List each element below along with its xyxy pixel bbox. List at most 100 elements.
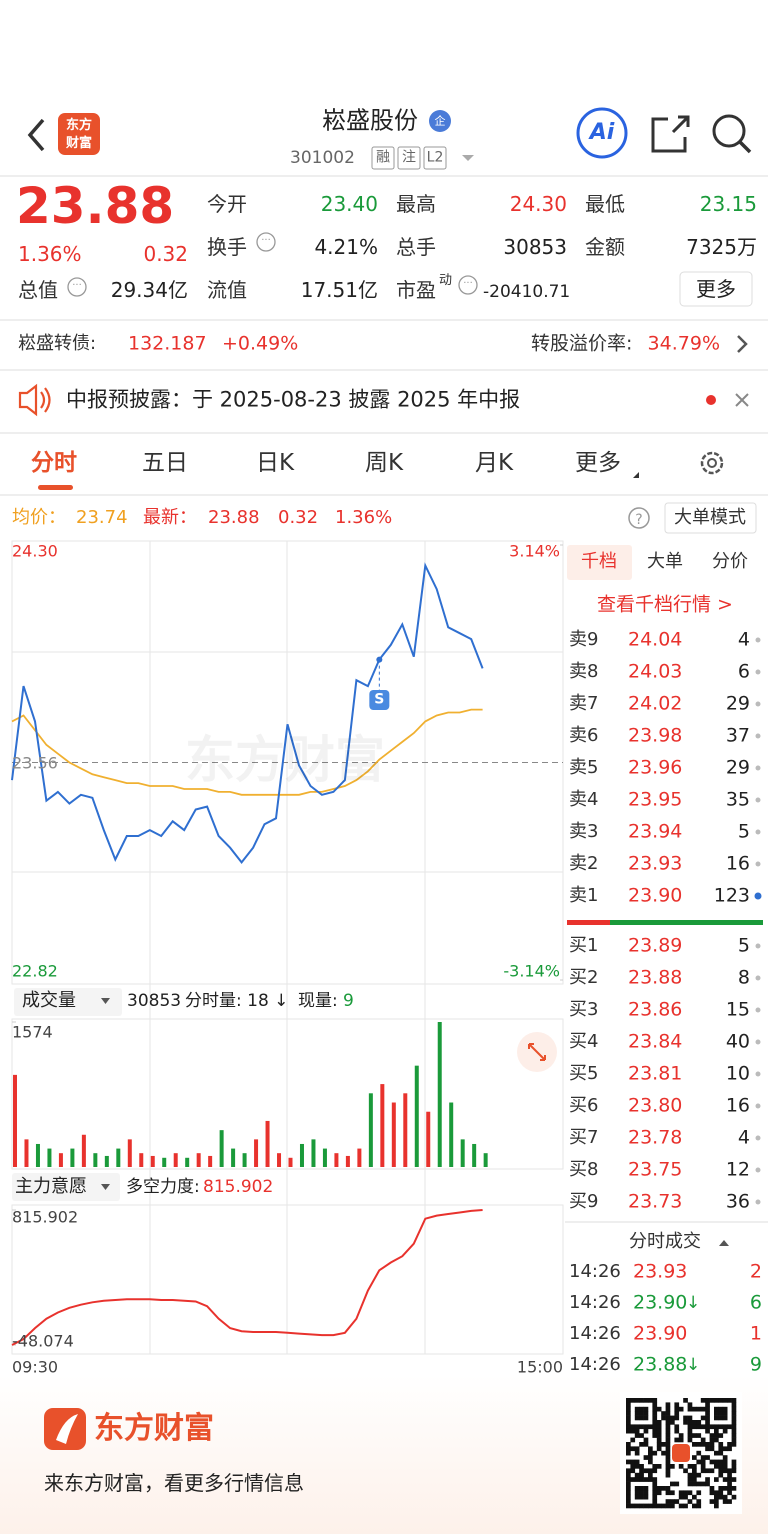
book-label: 买3: [569, 999, 599, 1021]
book-qty: 8: [737, 966, 750, 989]
book-dot: [755, 1071, 761, 1077]
volume-bar: [322, 1148, 327, 1167]
qr-module: [665, 1446, 671, 1452]
stock-tag: L2: [426, 149, 444, 166]
qr-module: [718, 1424, 724, 1430]
qr-module: [722, 1424, 728, 1430]
qr-module: [727, 1477, 732, 1482]
book-dot: [755, 733, 761, 739]
tab[interactable]: 日K: [255, 450, 295, 477]
qr-module: [705, 1415, 710, 1421]
book-tab[interactable]: 分价: [712, 551, 748, 573]
ai-label[interactable]: Ai: [589, 119, 615, 145]
tab[interactable]: 月K: [474, 450, 514, 477]
book-qty: 37: [725, 724, 750, 747]
field-label: 总值: [18, 278, 58, 302]
qr-module: [626, 1481, 631, 1487]
volume-selector[interactable]: [14, 988, 122, 1016]
trade-time: 14:26: [569, 1292, 621, 1314]
qr-module: [696, 1420, 702, 1425]
tab[interactable]: 更多: [575, 450, 621, 477]
book-price: 23.93: [628, 852, 683, 875]
more-button[interactable]: [679, 271, 753, 307]
qr-module: [665, 1464, 671, 1469]
field-label: 最低: [585, 192, 625, 216]
qr-module: [678, 1490, 684, 1496]
qr-module: [700, 1398, 706, 1403]
chevron[interactable]: [737, 335, 748, 353]
volume-bar: [127, 1139, 132, 1167]
mode-button-label[interactable]: 大单模式: [674, 507, 746, 529]
qr-module: [705, 1402, 710, 1408]
qr-module: [630, 1468, 636, 1474]
qr-module: [727, 1442, 732, 1447]
qr-module: [652, 1398, 658, 1403]
qr-module: [656, 1446, 662, 1452]
book-dot: [755, 943, 761, 949]
search-icon[interactable]: [712, 114, 746, 148]
book-price: 23.73: [628, 1190, 683, 1213]
share-icon[interactable]: [651, 115, 690, 153]
qr-module: [700, 1442, 706, 1447]
qr-module: [692, 1494, 697, 1500]
qr-module: [722, 1398, 728, 1403]
trade-price: 23.90: [633, 1291, 688, 1314]
pct-tick-label: -3.14%: [503, 961, 560, 981]
power-selector[interactable]: [12, 1173, 120, 1201]
power-name[interactable]: 主力意愿: [15, 1176, 87, 1198]
trade-time: 14:26: [569, 1261, 621, 1283]
volume-now-label: 现量:: [298, 990, 338, 1011]
book-tab[interactable]: 千档: [581, 551, 617, 573]
more-button-label[interactable]: 更多: [696, 277, 736, 301]
qr-module: [718, 1490, 724, 1496]
field-value: 4.21%: [314, 235, 378, 259]
volume-bar: [196, 1153, 201, 1167]
signal-dot: [376, 656, 383, 663]
qr-module: [661, 1442, 666, 1447]
qr-module: [718, 1472, 724, 1478]
info-icon: ···: [463, 278, 473, 289]
tab[interactable]: 分时: [31, 450, 77, 477]
qr-module: [630, 1464, 636, 1469]
qr-module: [634, 1459, 640, 1465]
settings-icon[interactable]: [700, 451, 724, 475]
qr-module: [648, 1459, 653, 1465]
qr-module: [705, 1468, 710, 1474]
close-icon[interactable]: [735, 393, 749, 407]
qr-module: [727, 1446, 732, 1452]
qr-module: [722, 1415, 728, 1421]
y-tick-label: 23.56: [12, 752, 58, 772]
chart-frame: [11, 1018, 564, 1170]
book-qty: 5: [737, 820, 750, 843]
tab[interactable]: 五日: [142, 450, 188, 477]
book-tab[interactable]: 大单: [647, 551, 683, 573]
qr-module: [665, 1486, 671, 1491]
volume-name[interactable]: 成交量: [22, 990, 76, 1012]
qr-module: [700, 1468, 706, 1474]
tab[interactable]: 周K: [364, 450, 404, 477]
qr-module: [692, 1420, 697, 1425]
signal-badge: [369, 690, 390, 710]
qr-module: [643, 1503, 649, 1509]
qr-module: [727, 1490, 732, 1496]
qr-module: [648, 1455, 653, 1460]
qr-module: [692, 1477, 697, 1482]
qr-module: [722, 1499, 728, 1504]
ai-icon[interactable]: [576, 107, 628, 159]
qr-module: [727, 1424, 732, 1430]
qr-module: [687, 1472, 693, 1478]
qr-module: [652, 1450, 658, 1456]
mode-button[interactable]: [664, 502, 757, 534]
book-label: 买6: [569, 1095, 599, 1117]
qr-module: [678, 1464, 684, 1469]
book-tab-active[interactable]: [567, 545, 632, 580]
qr-module: [670, 1481, 675, 1487]
qr-module: [670, 1415, 675, 1421]
volume-bar: [460, 1139, 465, 1167]
qr-module: [687, 1490, 693, 1496]
back-icon[interactable]: [27, 118, 45, 152]
qr-module: [692, 1503, 697, 1509]
book-link[interactable]: 查看千档行情 >: [597, 593, 733, 616]
qr-module: [687, 1433, 693, 1438]
help-icon[interactable]: [628, 507, 650, 529]
